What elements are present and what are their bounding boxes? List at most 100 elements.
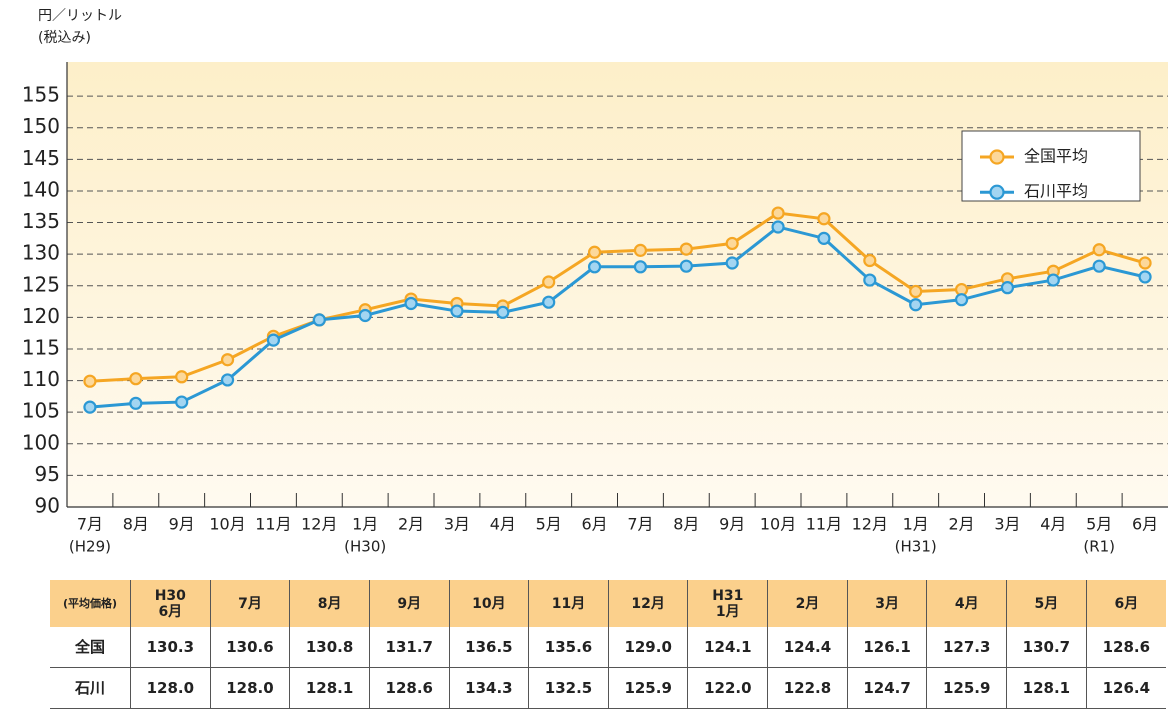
x-tick-label: 8月 xyxy=(123,515,149,534)
point xyxy=(312,313,326,327)
x-tick-label: 2月 xyxy=(948,515,974,534)
x-era-label: (R1) xyxy=(1083,538,1115,556)
point xyxy=(358,308,372,323)
point xyxy=(863,273,877,287)
point xyxy=(1092,259,1106,273)
y-tick-label: 150 xyxy=(22,114,60,138)
header-cell: 11月 xyxy=(528,580,609,627)
point xyxy=(633,243,648,257)
point xyxy=(220,353,235,367)
header-cell: H31 1月 xyxy=(687,580,768,627)
table-cell: 128.0 xyxy=(130,667,211,709)
table-cell: 134.3 xyxy=(448,667,529,709)
header-cell: 12月 xyxy=(607,580,688,627)
legend-label: 石川平均 xyxy=(1024,182,1088,201)
header-cell: 6月 xyxy=(1085,580,1166,627)
point xyxy=(587,245,602,259)
y-tick-label: 100 xyxy=(22,430,60,454)
header-cell: 9月 xyxy=(368,580,450,627)
table-cell: 125.9 xyxy=(926,667,1007,709)
x-tick-label: 7月 xyxy=(77,515,103,534)
point xyxy=(1138,256,1152,270)
table-cell: 127.3 xyxy=(926,627,1007,668)
table-cell: 130.6 xyxy=(209,627,290,668)
legend-marker xyxy=(989,184,1005,200)
x-tick-label: 12月 xyxy=(852,515,888,534)
table-cell: 128.6 xyxy=(1085,627,1166,668)
x-tick-label: 8月 xyxy=(673,515,699,534)
x-tick-label: 1月 xyxy=(903,515,929,534)
price-table: (平均価格) H30 6月 7月 8月 9月 10月 11月 12月 H31 1月 2月 3月 4月 5… xyxy=(50,580,1166,709)
table-cell: 126.4 xyxy=(1085,667,1166,709)
table-body: 全国 130.3 130.6 130.8 131.7 136.5 135.6 129.0 124… xyxy=(50,627,1166,709)
point xyxy=(679,242,693,256)
point xyxy=(175,370,189,384)
point xyxy=(175,395,189,409)
table-cell: 124.4 xyxy=(767,627,848,668)
y-tick-label: 130 xyxy=(22,241,60,265)
y-tick-label: 110 xyxy=(22,367,60,391)
point xyxy=(404,296,418,311)
x-era-label: (H31) xyxy=(895,538,937,556)
x-tick-label: 9月 xyxy=(719,515,745,534)
table-row: 全国 130.3 130.6 130.8 131.7 136.5 135.6 129.0 124… xyxy=(50,627,1166,668)
x-tick-label: 7月 xyxy=(627,515,653,534)
x-tick-label: 3月 xyxy=(994,515,1020,534)
y-tick-label: 125 xyxy=(22,272,60,296)
table-cell: 石川 xyxy=(50,667,131,709)
table-cell: 131.7 xyxy=(368,627,450,668)
y-tick-label: 105 xyxy=(22,399,60,423)
table-cell: 129.0 xyxy=(607,627,688,668)
point xyxy=(129,372,143,386)
table-cell: 136.5 xyxy=(448,627,529,668)
x-tick-label: 5月 xyxy=(1086,515,1112,534)
series-line xyxy=(89,225,1146,409)
point xyxy=(587,260,602,274)
x-tick-label: 1月 xyxy=(352,515,378,534)
table-cell: 132.5 xyxy=(528,667,609,709)
table-cell: 126.1 xyxy=(846,627,927,668)
point xyxy=(771,220,785,234)
x-tick-label: 11月 xyxy=(806,515,842,534)
table-cell: 128.1 xyxy=(289,667,370,709)
header-cell: 8月 xyxy=(289,580,370,627)
header-cell: 7月 xyxy=(209,580,290,627)
table-cell: 130.3 xyxy=(130,627,211,668)
legend-label: 全国平均 xyxy=(1024,147,1088,166)
table-cell: 122.8 xyxy=(767,667,848,709)
point xyxy=(450,304,464,318)
x-tick-label: 10月 xyxy=(760,515,796,534)
x-era-label: (H30) xyxy=(344,538,386,556)
x-tick-label: 5月 xyxy=(536,515,562,534)
x-tick-label: 11月 xyxy=(255,515,291,534)
chart: 円／リットル (税込み) 90 95 100 105 110 115 120 125 130 13… xyxy=(22,8,1168,556)
y-tick-label: 155 xyxy=(22,83,60,107)
point xyxy=(679,259,693,273)
table-cell: 122.0 xyxy=(687,667,768,709)
point xyxy=(1092,243,1106,257)
x-tick-label: 9月 xyxy=(169,515,195,534)
x-tick-label: 3月 xyxy=(444,515,470,534)
point xyxy=(542,275,556,289)
header-cell: 5月 xyxy=(1006,580,1087,627)
point xyxy=(129,396,143,410)
x-tick-label: 12月 xyxy=(301,515,337,534)
table-cell: 128.6 xyxy=(368,667,450,709)
y-tick-label: 95 xyxy=(35,462,60,486)
y-tick-label: 90 xyxy=(35,494,60,518)
point xyxy=(83,374,97,388)
y-tick-label: 115 xyxy=(22,335,60,359)
point xyxy=(542,295,556,309)
table-cell: 全国 xyxy=(50,627,131,668)
x-tick-label: 6月 xyxy=(1132,515,1158,534)
header-cell: H30 6月 xyxy=(130,580,211,627)
y-tick-label: 140 xyxy=(22,177,60,201)
x-tick-label: 4月 xyxy=(1040,515,1066,534)
table-row: 石川 128.0 128.0 128.1 128.6 134.3 132.5 125.9 122… xyxy=(50,667,1166,709)
x-tick-label: 4月 xyxy=(490,515,516,534)
series-line xyxy=(89,211,1146,383)
header-cell: 10月 xyxy=(448,580,529,627)
point xyxy=(725,236,739,251)
point xyxy=(954,293,969,307)
point xyxy=(817,212,831,226)
